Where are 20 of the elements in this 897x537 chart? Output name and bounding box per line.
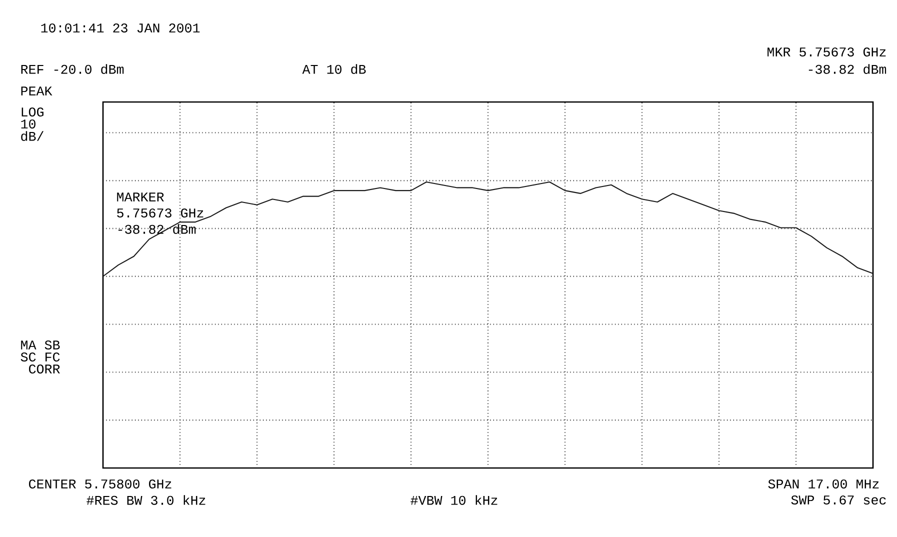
text: 10:01:41 23 JAN 2001 (41, 23, 200, 33)
text: #RES BW 3.0 kHz (86, 495, 206, 505)
text: LOG (22, 107, 44, 117)
text: REF -20.0 dBm (21, 64, 124, 74)
text: #VBW 10 kHz (410, 495, 498, 505)
text: SWP 5.67 sec (791, 495, 886, 505)
annotation: MARKER (117, 192, 164, 202)
text: AT 10 dB (302, 64, 366, 74)
text: CORR (29, 364, 60, 374)
text: PEAK (21, 86, 52, 96)
text: MA SB (21, 340, 60, 350)
text: MKR 5.75673 GHz (768, 47, 886, 57)
text: 10 (21, 119, 36, 129)
annotation: -38.82 dBm (118, 224, 196, 234)
text: SPAN 17.00 MHz (768, 479, 879, 489)
annotation: 5.75673 GHz (117, 208, 204, 218)
text: SC FC (20, 352, 60, 362)
text: dB/ (21, 131, 44, 141)
text: -38.82 dBm (808, 64, 886, 74)
text: CENTER 5.75800 GHz (29, 479, 172, 489)
